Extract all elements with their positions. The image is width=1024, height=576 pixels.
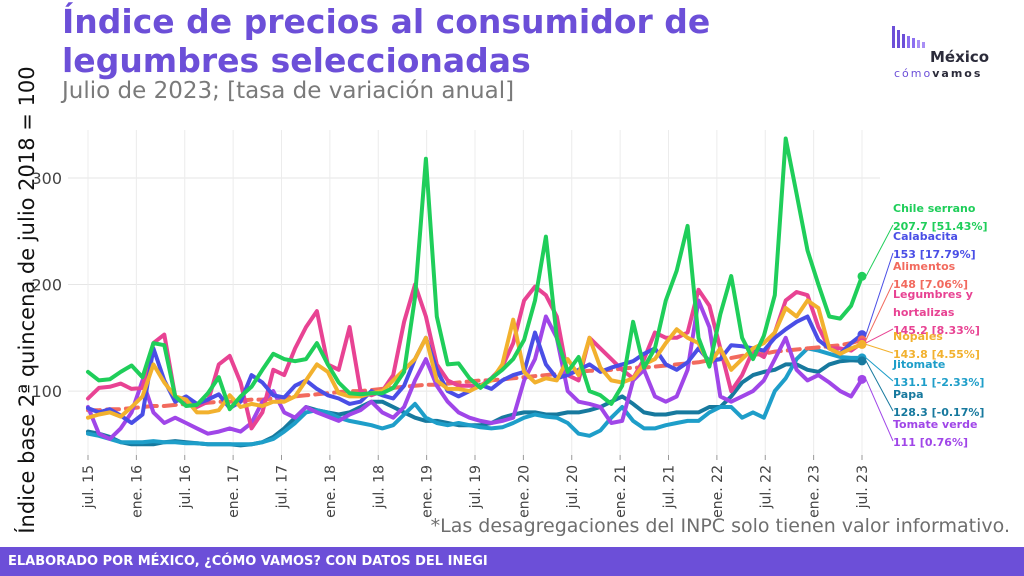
x-tick-label: ene. 21 xyxy=(613,465,629,518)
series-line-nopales xyxy=(86,298,864,420)
series-end-point xyxy=(857,271,867,281)
series-name-label: Papa xyxy=(893,388,924,401)
series-line-jitomate xyxy=(86,346,864,447)
series-value-label: 145.2 [8.33%] xyxy=(893,324,980,337)
series-name-label: hortalizas xyxy=(893,306,955,319)
series-line-chile-serrano xyxy=(86,136,864,412)
label-leader-line xyxy=(865,224,894,277)
series-value-label: 153 [17.79%] xyxy=(893,248,976,261)
x-tick-label: ene. 19 xyxy=(420,465,436,518)
series-name-label: Jitomate xyxy=(892,358,945,371)
series-name-label: Calabacita xyxy=(893,230,958,243)
series-name-label: Legumbres y xyxy=(893,288,973,301)
x-tick-label: jul. 18 xyxy=(371,465,387,509)
label-leader-line xyxy=(865,379,894,442)
x-tick-label: jul. 22 xyxy=(758,465,774,509)
series-value-label: 111 [0.76%] xyxy=(893,436,968,449)
x-tick-label: jul. 19 xyxy=(468,465,484,509)
y-tick-label: 100 xyxy=(31,382,62,401)
footnote: *Las desagregaciones del INPC solo tiene… xyxy=(430,515,1010,537)
x-tick-label: jul. 16 xyxy=(178,465,194,509)
y-tick-label: 300 xyxy=(31,169,62,188)
series-line-tomate-verde xyxy=(86,298,864,441)
series-end-point xyxy=(857,356,867,366)
x-tick-label: jul. 20 xyxy=(565,465,581,509)
series-value-label: 143.8 [4.55%] xyxy=(893,348,980,361)
label-leader-line xyxy=(865,328,894,344)
label-leader-line xyxy=(865,343,894,354)
x-tick-label: ene. 18 xyxy=(323,465,339,518)
series-value-label: 131.1 [-2.33%] xyxy=(893,376,984,389)
series-value-label: 128.3 [-0.17%] xyxy=(893,406,984,419)
logo-text: México xyxy=(930,48,990,66)
series-name-label: Nopales xyxy=(893,330,943,343)
series-end-point xyxy=(857,339,867,349)
x-tick-label: jul. 21 xyxy=(662,465,678,509)
y-tick-label: 200 xyxy=(31,276,62,295)
page-subtitle: Julio de 2023; [tasa de variación anual] xyxy=(62,78,515,104)
series-name-label: Alimentos xyxy=(893,260,956,273)
logo: México cómovamos xyxy=(890,22,1010,82)
x-tick-label: jul. 23 xyxy=(855,465,871,509)
series-name-label: Tomate verde xyxy=(893,418,977,431)
x-tick-label: ene. 17 xyxy=(226,465,242,518)
x-tick-label: ene. 20 xyxy=(516,465,532,518)
x-tick-label: ene. 23 xyxy=(807,465,823,518)
footer-bar: ELABORADO POR MÉXICO, ¿CÓMO VAMOS? CON D… xyxy=(0,547,1024,576)
label-leader-line xyxy=(865,357,894,382)
page-title: Índice de precios al consumidor de legum… xyxy=(62,2,711,80)
series-end-point xyxy=(857,374,867,384)
x-tick-label: jul. 15 xyxy=(81,465,97,509)
series-value-label: 148 [7.06%] xyxy=(893,278,968,291)
label-leader-line xyxy=(865,252,894,335)
series-value-label: 207.7 [51.43%] xyxy=(893,220,988,233)
series-name-label: Chile serrano xyxy=(893,202,976,215)
label-leader-line xyxy=(865,282,894,341)
logo-subtext: cómovamos xyxy=(894,67,983,80)
x-tick-label: ene. 16 xyxy=(129,465,145,518)
x-tick-label: jul. 17 xyxy=(275,465,291,509)
x-tick-label: ene. 22 xyxy=(710,465,726,518)
logo-bars-icon xyxy=(892,26,925,48)
label-leader-line xyxy=(865,360,894,412)
